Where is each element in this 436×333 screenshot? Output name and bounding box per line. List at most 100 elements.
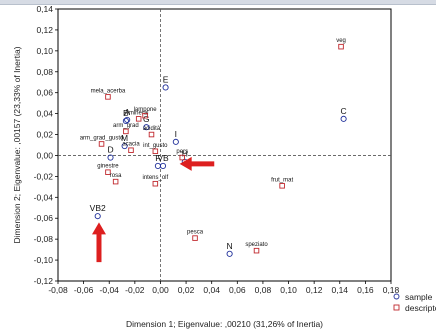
x-tick-label: -0,06 bbox=[74, 285, 94, 295]
descriptor-point-label: arm_grad bbox=[113, 123, 139, 129]
sample-point-label: F bbox=[155, 153, 160, 163]
sample-point bbox=[226, 250, 233, 257]
y-tick-label: 0,14 bbox=[36, 4, 53, 14]
plot-frame bbox=[57, 8, 392, 282]
sample-point-label: G bbox=[143, 114, 150, 124]
descriptor-point bbox=[98, 141, 105, 147]
descriptor-point-label: arm_grad_gusto bbox=[80, 135, 124, 141]
sample-point-label: B bbox=[123, 108, 129, 118]
y-tick-label: 0,04 bbox=[36, 109, 53, 119]
x-tick-label: 0,08 bbox=[255, 285, 272, 295]
sample-point bbox=[94, 213, 101, 220]
sample-point-label: E bbox=[163, 74, 169, 84]
x-tick-label: 0,12 bbox=[306, 285, 323, 295]
highlight-arrow bbox=[91, 222, 106, 263]
descriptor-point-label: frut_mat bbox=[271, 177, 293, 183]
descriptor-point-label: speziato bbox=[245, 242, 268, 248]
legend-marker-descriptor bbox=[393, 304, 400, 311]
x-tick-label: 0,14 bbox=[331, 285, 348, 295]
sample-point-label: N bbox=[227, 241, 233, 251]
descriptor-point bbox=[105, 94, 111, 100]
descriptor-point bbox=[148, 131, 155, 138]
sample-point-label: H bbox=[182, 149, 188, 159]
x-tick-label: 0,16 bbox=[357, 285, 374, 295]
annotation-arrows bbox=[91, 156, 215, 263]
descriptor-point-label: ginestre bbox=[97, 164, 119, 170]
descriptor-point bbox=[142, 112, 148, 119]
y-tick-label: -0,10 bbox=[34, 255, 54, 265]
descriptor-point bbox=[192, 235, 198, 241]
sample-point bbox=[122, 117, 129, 124]
descriptor-point bbox=[128, 147, 134, 153]
sample-point-label: VB bbox=[157, 153, 169, 163]
sample-point bbox=[172, 138, 179, 145]
sample-point bbox=[143, 124, 150, 131]
y-tick-label: 0,08 bbox=[36, 67, 53, 77]
x-tick-label: 0,04 bbox=[203, 285, 220, 295]
descriptor-point-label: acidità bbox=[143, 126, 161, 132]
y-tick-label: 0,00 bbox=[36, 150, 53, 160]
sample-point-label: VB2 bbox=[90, 203, 106, 213]
sample-point-label: C bbox=[341, 106, 347, 116]
sample-point bbox=[107, 154, 114, 161]
y-tick-label: 0,10 bbox=[36, 46, 53, 56]
descriptor-point bbox=[279, 183, 285, 189]
sample-point bbox=[162, 84, 169, 91]
sample-point bbox=[121, 142, 128, 150]
axis-ticks: -0,08 -0,06 -0,04 -0,02 0,00 0,02 0,04 0,06 0,08… bbox=[34, 4, 400, 295]
sample-point-label: A bbox=[124, 107, 130, 117]
x-tick-label: 0,02 bbox=[178, 285, 195, 295]
y-tick-label: 0,02 bbox=[36, 130, 53, 140]
descriptor-point-label: veg bbox=[336, 38, 346, 44]
sample-point bbox=[340, 115, 347, 122]
highlight-arrow bbox=[179, 156, 215, 171]
x-tick-label: 0,10 bbox=[280, 285, 297, 295]
y-tick-label: -0,04 bbox=[34, 192, 54, 202]
x-tick-label: -0,04 bbox=[100, 285, 120, 295]
x-axis-label: Dimension 1; Eigenvalue: ,00210 (31,26% … bbox=[126, 319, 323, 329]
descriptor-point-label: mela_acerba bbox=[91, 88, 126, 94]
descriptor-point-label: rosa bbox=[110, 173, 122, 179]
sample-point-label: M bbox=[121, 133, 128, 143]
descriptor-point bbox=[179, 154, 185, 161]
sample-point bbox=[159, 162, 167, 169]
window-top-border bbox=[0, 0, 436, 5]
descriptor-point-label: lampone bbox=[134, 107, 158, 113]
legend-label-descriptor: descriptor bbox=[405, 303, 436, 313]
descriptor-point-label: int_gusto bbox=[143, 143, 168, 149]
descriptor-point-label: pers bbox=[176, 149, 188, 155]
y-tick-label: -0,06 bbox=[34, 213, 54, 223]
descriptor-point-label: acacia bbox=[122, 142, 140, 148]
y-tick-label: -0,08 bbox=[34, 234, 54, 244]
descriptor-point bbox=[135, 116, 142, 122]
descriptor-point bbox=[123, 128, 129, 135]
sample-point bbox=[124, 116, 131, 123]
descriptor-point bbox=[105, 169, 111, 175]
sample-point-label: D bbox=[107, 145, 113, 155]
x-tick-label: 0,06 bbox=[229, 285, 246, 295]
descriptor-point bbox=[112, 178, 119, 185]
descriptor-point bbox=[338, 43, 344, 50]
y-tick-label: 0,06 bbox=[36, 88, 53, 98]
chart-legend: sample descriptor bbox=[393, 292, 436, 313]
descriptor-point-label: mineral bbox=[129, 110, 149, 116]
sample-point bbox=[154, 162, 161, 169]
x-tick-label: -0,08 bbox=[48, 285, 68, 295]
y-axis-label: Dimension 2; Eigenvalue: ,00157 (23,33% … bbox=[12, 46, 22, 243]
descriptor-point-label: pesca bbox=[187, 230, 204, 236]
y-tick-label: -0,02 bbox=[34, 171, 54, 181]
descriptor-point bbox=[253, 247, 260, 254]
x-tick-label: -0,02 bbox=[125, 285, 145, 295]
x-tick-label: 0,00 bbox=[152, 285, 169, 295]
sample-point-label: I bbox=[175, 129, 177, 139]
x-tick-label: 0,18 bbox=[383, 285, 400, 295]
descriptor-point bbox=[152, 148, 159, 155]
legend-label-sample: sample bbox=[405, 292, 433, 302]
plot-grid bbox=[58, 9, 391, 281]
descriptor-point-label: intens_olf bbox=[142, 175, 168, 181]
legend-marker-sample bbox=[393, 293, 400, 300]
y-tick-label: -0,12 bbox=[34, 276, 54, 286]
descriptor-point bbox=[152, 180, 159, 187]
